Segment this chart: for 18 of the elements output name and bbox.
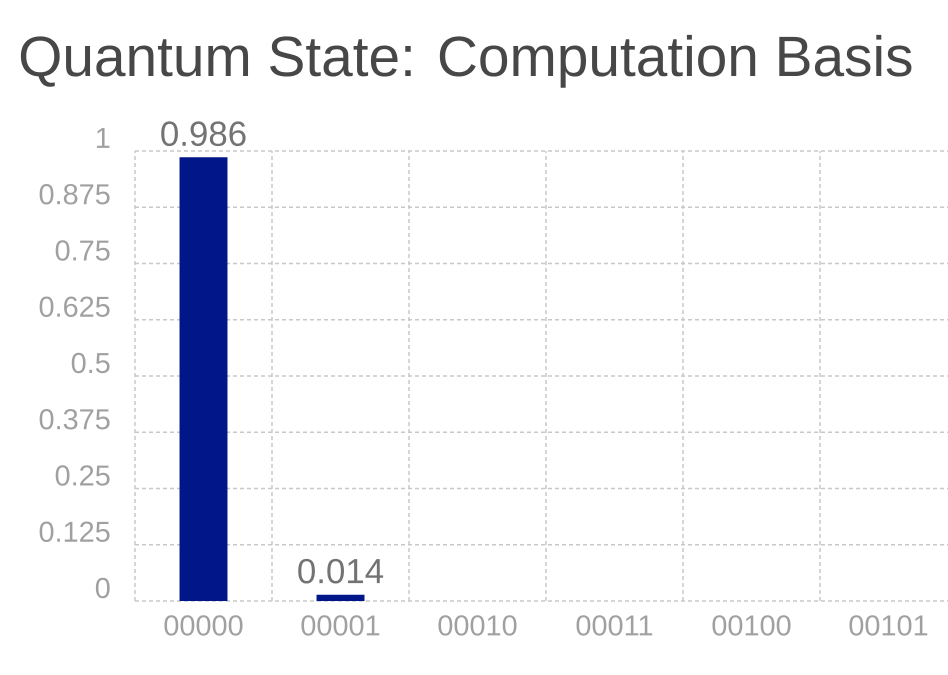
y-tick-label: 0.875 (40, 184, 110, 204)
chart-title: Quantum State: Computation Basis (20, 34, 912, 88)
y-tick-label: 0.5 (72, 352, 110, 374)
x-tick-label: 00101 (849, 615, 928, 636)
x-tick-label: 00000 (164, 615, 243, 636)
x-tick-label: 00001 (301, 615, 380, 636)
data-label: 0.014 (298, 558, 384, 584)
data-label: 0.986 (161, 121, 246, 146)
x-tick-label: 00011 (576, 615, 652, 636)
y-tick-label: 0.625 (40, 296, 110, 317)
y-tick-label: 0.25 (56, 465, 110, 486)
y-tick-label: 0.125 (40, 522, 110, 542)
x-tick-label: 00100 (712, 615, 791, 636)
y-tick-label: 0.75 (56, 240, 110, 261)
y-tick-label: 0 (96, 578, 110, 598)
x-tick-label: 00010 (438, 615, 517, 636)
y-tick-label: 0.375 (40, 409, 110, 430)
y-tick-label: 1 (96, 128, 110, 148)
